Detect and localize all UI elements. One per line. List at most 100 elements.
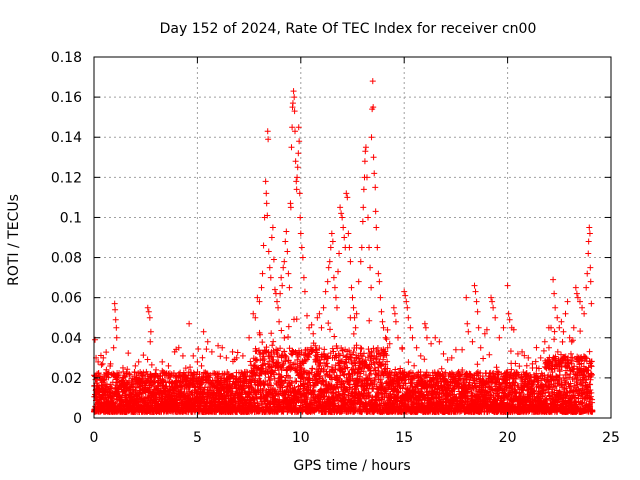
data-point [489, 298, 496, 305]
data-point [283, 353, 290, 360]
data-point [308, 369, 315, 376]
data-point [258, 284, 265, 291]
data-point [279, 351, 286, 358]
data-point [584, 270, 591, 277]
data-point [355, 278, 362, 285]
data-point [343, 190, 350, 197]
data-point [322, 288, 329, 295]
data-point [288, 364, 295, 371]
data-point [380, 324, 387, 331]
data-point [285, 334, 292, 341]
data-point [350, 330, 357, 337]
data-point [268, 382, 275, 389]
data-point [301, 367, 308, 374]
data-point [350, 304, 357, 311]
data-point [401, 288, 408, 295]
data-point [281, 258, 288, 265]
data-point [270, 256, 277, 263]
data-point [519, 348, 526, 355]
data-point [335, 268, 342, 275]
data-point [332, 294, 339, 301]
data-point [165, 362, 172, 369]
data-point [261, 360, 268, 367]
data-point [452, 346, 459, 353]
data-point [363, 174, 370, 181]
data-point [379, 318, 386, 325]
data-point [330, 348, 337, 355]
data-point [215, 342, 222, 349]
data-point [359, 218, 366, 225]
data-point [252, 314, 259, 321]
data-point [263, 344, 270, 351]
data-point [554, 314, 561, 321]
data-point [587, 264, 594, 271]
data-point [263, 190, 270, 197]
data-point [323, 390, 330, 397]
data-point [556, 324, 563, 331]
data-point [293, 316, 300, 323]
data-point [244, 369, 251, 376]
data-point [292, 348, 299, 355]
data-point [403, 298, 410, 305]
data-point [566, 334, 573, 341]
data-point [551, 290, 558, 297]
data-point [372, 208, 379, 215]
data-point [263, 200, 270, 207]
data-point [384, 344, 391, 351]
data-point [291, 108, 298, 115]
data-point [337, 204, 344, 211]
data-point [537, 354, 544, 361]
data-point [316, 345, 323, 352]
data-point [135, 358, 142, 365]
data-point [474, 308, 481, 315]
data-point [268, 234, 275, 241]
data-point [360, 186, 367, 193]
data-point [267, 353, 274, 360]
data-point [587, 278, 594, 285]
data-point [234, 349, 241, 356]
data-point [112, 316, 119, 323]
data-point [208, 348, 215, 355]
data-point [95, 370, 102, 377]
data-point [147, 338, 154, 345]
data-point [298, 349, 305, 356]
data-point [252, 363, 259, 370]
data-point [300, 274, 307, 281]
data-point [295, 353, 302, 360]
data-point [262, 178, 269, 185]
data-point [140, 352, 147, 359]
data-point [204, 338, 211, 345]
data-point [413, 344, 420, 351]
data-point [550, 276, 557, 283]
data-point [370, 104, 377, 111]
data-point [321, 346, 328, 353]
data-point [586, 230, 593, 237]
data-point [269, 342, 276, 349]
data-point [283, 228, 290, 235]
data-point [496, 334, 503, 341]
data-point [289, 124, 296, 131]
data-point [505, 310, 512, 317]
data-point [358, 244, 365, 251]
data-point [259, 339, 266, 346]
data-point [257, 331, 264, 338]
data-point [294, 164, 301, 171]
data-point [264, 128, 271, 135]
data-point [207, 371, 214, 378]
data-point [187, 364, 194, 371]
data-point [465, 328, 472, 335]
data-point [477, 344, 484, 351]
data-point [583, 284, 590, 291]
data-point [368, 284, 375, 291]
data-point [490, 304, 497, 311]
data-point [278, 374, 285, 381]
data-point [148, 361, 155, 368]
data-point [483, 326, 490, 333]
data-point [504, 282, 511, 289]
data-point [277, 290, 284, 297]
data-point [100, 377, 107, 384]
data-point [288, 144, 295, 151]
data-point [238, 369, 245, 376]
data-point [278, 274, 285, 281]
data-point [281, 334, 288, 341]
